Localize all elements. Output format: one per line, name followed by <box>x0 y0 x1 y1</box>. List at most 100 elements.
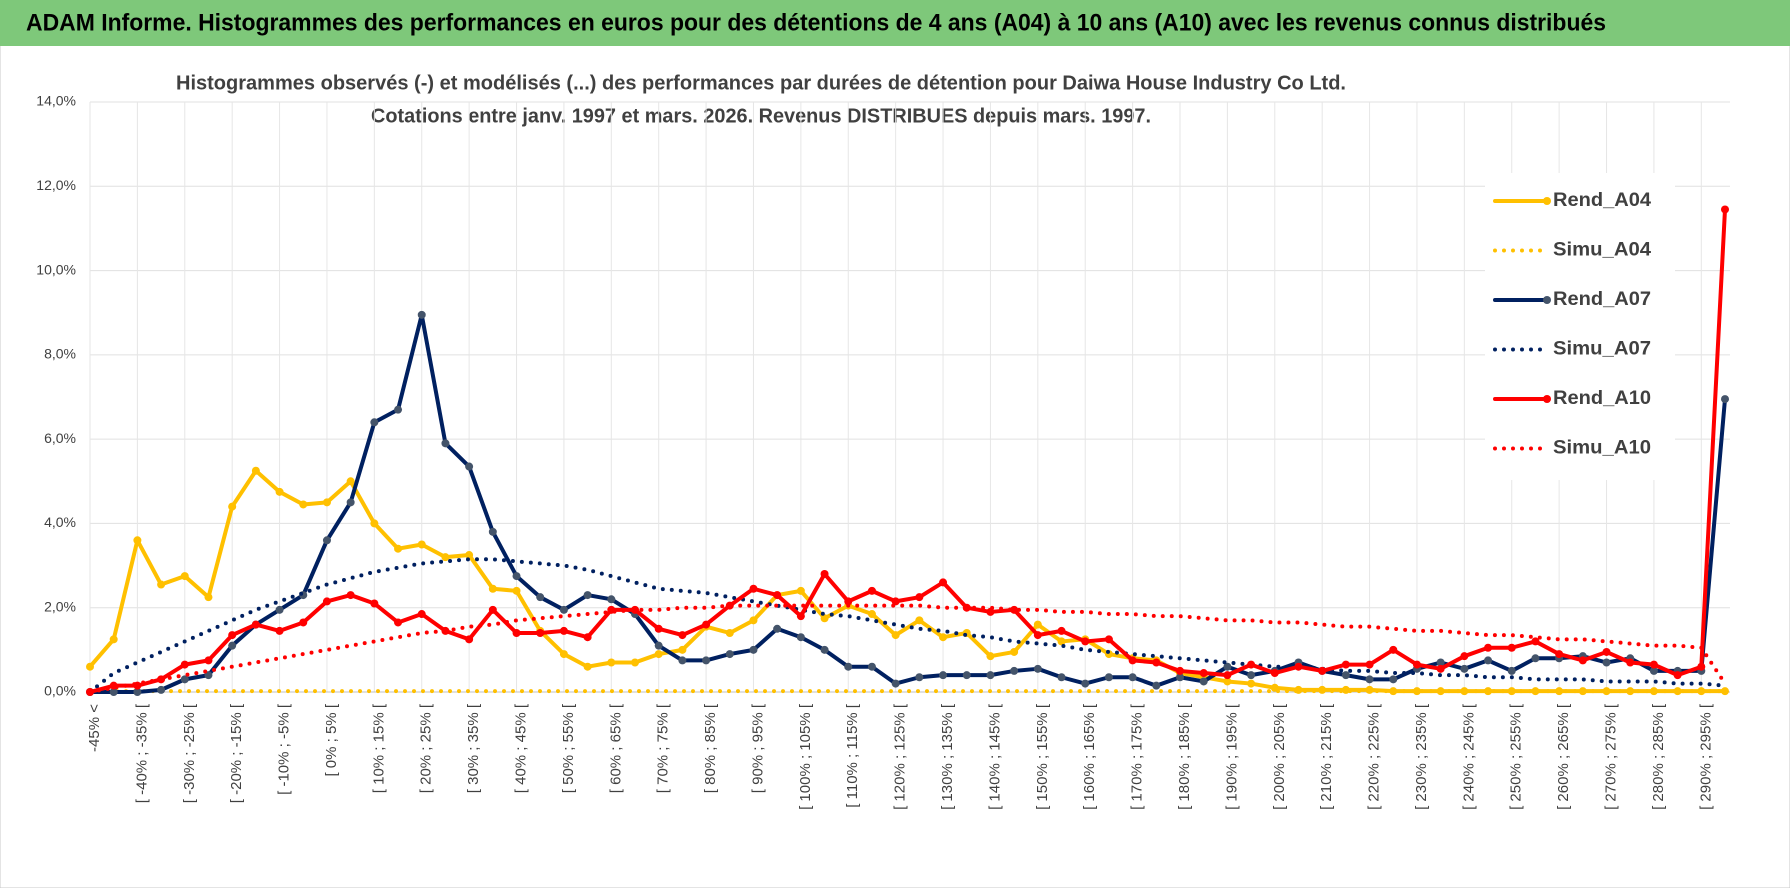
point <box>1199 669 1208 678</box>
x-tick-label: [ 240% ; 245% [ <box>1460 703 1477 810</box>
y-tick-label: 12,0% <box>36 177 76 193</box>
series-line <box>88 557 1727 694</box>
point <box>1128 673 1137 682</box>
point <box>1721 395 1729 404</box>
legend-label: Simu_A10 <box>1553 438 1651 459</box>
point <box>394 405 403 414</box>
point <box>773 624 782 633</box>
point <box>417 310 426 319</box>
point <box>157 685 166 694</box>
point <box>322 536 331 545</box>
point <box>867 586 876 595</box>
point <box>512 629 521 637</box>
point <box>465 635 474 644</box>
x-tick-label: [ 220% ; 225% [ <box>1366 703 1383 810</box>
point <box>1673 671 1682 680</box>
point <box>749 584 758 593</box>
point <box>1223 677 1232 686</box>
point <box>796 612 805 621</box>
point <box>1057 626 1066 635</box>
legend-label: Simu_A04 <box>1553 240 1651 261</box>
point <box>702 656 711 665</box>
point <box>417 540 426 549</box>
plot: 0,0% 2,0% 4,0% 6,0% 8,0% 10,0% 12,0% 14,0% -45% … <box>36 93 1730 810</box>
x-tick-label: [ 10% ; 15% [ <box>370 703 387 793</box>
x-tick-label: [ 230% ; 235% [ <box>1413 703 1430 810</box>
x-tick-label: [ -30% ; -25% [ <box>181 703 198 803</box>
point <box>1081 637 1090 646</box>
x-tick-label: [ 270% ; 275% [ <box>1602 703 1619 810</box>
point <box>583 662 592 671</box>
point <box>394 618 403 627</box>
x-tick-label: [ 140% ; 145% [ <box>986 703 1003 810</box>
point <box>180 660 189 669</box>
point <box>1649 660 1658 669</box>
point <box>1578 656 1587 665</box>
point <box>1247 660 1256 669</box>
point <box>1460 687 1469 696</box>
point <box>299 500 308 509</box>
x-tick-label: [ 60% ; 65% [ <box>607 703 624 793</box>
point <box>1649 666 1658 675</box>
point <box>204 656 213 665</box>
point <box>465 462 474 471</box>
point <box>157 580 166 589</box>
point <box>370 599 379 608</box>
point <box>370 418 379 427</box>
point <box>607 658 616 667</box>
point <box>725 650 734 659</box>
point <box>559 605 568 614</box>
point <box>891 679 900 688</box>
point <box>796 633 805 642</box>
point <box>536 629 545 637</box>
point <box>915 616 924 625</box>
point <box>1484 687 1493 696</box>
point <box>370 519 379 528</box>
x-tick-label: [ 190% ; 195% [ <box>1223 703 1240 810</box>
x-tick-label: [ 80% ; 85% [ <box>702 703 719 793</box>
point <box>275 626 284 635</box>
point <box>749 645 758 654</box>
point <box>1484 656 1493 665</box>
x-tick-label: [ 290% ; 295% [ <box>1697 703 1714 810</box>
x-tick-label: [ 260% ; 265% [ <box>1555 703 1572 810</box>
point <box>275 487 284 496</box>
point <box>1247 671 1256 680</box>
point <box>1412 687 1421 696</box>
point <box>133 536 142 545</box>
point <box>986 607 995 616</box>
point <box>1341 660 1350 669</box>
point <box>915 673 924 682</box>
point <box>1602 658 1611 667</box>
point <box>488 584 497 593</box>
point <box>1602 687 1611 696</box>
y-tick-label: 14,0% <box>36 93 76 109</box>
point <box>1152 681 1161 690</box>
legend-label: Rend_A04 <box>1553 190 1651 211</box>
point <box>1721 205 1729 214</box>
point <box>1555 650 1564 659</box>
legend-marker <box>1543 197 1551 205</box>
point <box>1010 605 1019 614</box>
point <box>654 650 663 659</box>
point <box>654 641 663 650</box>
point <box>1057 673 1066 682</box>
y-tick-label: 6,0% <box>44 430 76 446</box>
point <box>1176 673 1184 682</box>
point <box>820 614 829 623</box>
x-tick-label: [ 280% ; 285% [ <box>1650 703 1667 810</box>
point <box>465 551 474 560</box>
point <box>1436 658 1445 667</box>
point <box>228 631 237 640</box>
series-line <box>88 312 1727 694</box>
point <box>1460 652 1469 661</box>
legend-label: Simu_A07 <box>1553 339 1651 360</box>
y-tick-label: 8,0% <box>44 346 76 362</box>
y-tick-label: 10,0% <box>36 261 76 277</box>
point <box>1412 660 1421 669</box>
x-tick-label: [ -20% ; -15% [ <box>228 703 245 803</box>
legend-label: Rend_A10 <box>1553 388 1651 409</box>
point <box>1104 673 1113 682</box>
point <box>891 631 900 640</box>
header-bar <box>0 0 1790 46</box>
